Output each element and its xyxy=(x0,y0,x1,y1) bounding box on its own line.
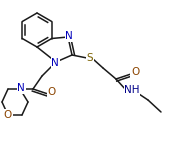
Text: O: O xyxy=(4,110,12,120)
Text: O: O xyxy=(131,67,139,77)
Text: NH: NH xyxy=(124,85,140,95)
Text: S: S xyxy=(87,53,93,63)
Text: O: O xyxy=(48,87,56,97)
Text: N: N xyxy=(65,31,73,41)
Text: N: N xyxy=(17,83,25,93)
Text: N: N xyxy=(51,58,59,68)
